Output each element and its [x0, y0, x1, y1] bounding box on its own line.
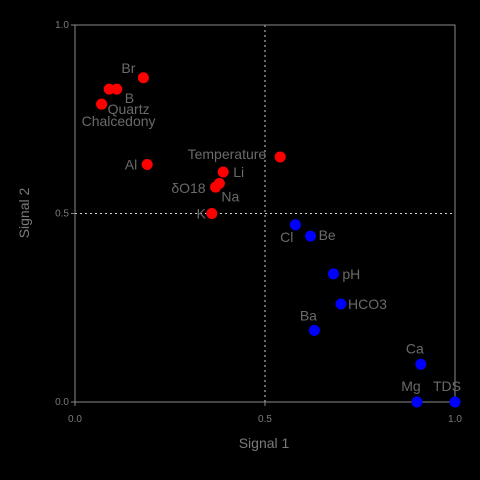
x-tick-label: 0.0 [68, 414, 82, 425]
data-point [289, 219, 301, 231]
y-axis-title: Signal 2 [16, 187, 32, 238]
axes: 0.0 0.5 1.0 0.0 0.5 1.0 [55, 20, 462, 425]
data-label: Ba [300, 307, 317, 323]
data-label: Li [233, 164, 244, 180]
data-point [103, 83, 115, 95]
data-label: Ca [406, 340, 424, 356]
data-point [305, 230, 317, 242]
data-point [141, 158, 153, 170]
data-label: Temperature [188, 146, 267, 162]
x-tick-label: 0.5 [258, 414, 272, 425]
data-point [96, 98, 108, 110]
data-label: HCO3 [348, 296, 387, 312]
x-tick-label: 1.0 [448, 414, 462, 425]
data-points [96, 72, 461, 408]
data-point [111, 83, 123, 95]
y-tick-label: 1.0 [55, 20, 69, 31]
data-label: pH [342, 266, 360, 282]
data-label: Quartz [108, 101, 150, 117]
data-label: Al [125, 156, 137, 172]
data-point [308, 324, 320, 336]
data-point [210, 181, 222, 193]
data-label: Br [121, 60, 135, 76]
y-tick-label: 0.0 [55, 397, 69, 408]
data-point [327, 268, 339, 280]
data-label: Mg [401, 378, 420, 394]
data-point [137, 72, 149, 84]
x-axis-title: Signal 1 [239, 435, 290, 451]
data-label: TDS [433, 378, 461, 394]
data-label: Chalcedony [82, 113, 156, 129]
data-point [411, 396, 423, 408]
data-point [274, 151, 286, 163]
data-label: Na [221, 188, 239, 204]
data-point [335, 298, 347, 310]
data-point [449, 396, 461, 408]
data-point [217, 166, 229, 178]
data-label: Cl [280, 229, 293, 245]
y-tick-label: 0.5 [55, 209, 69, 220]
data-label: δO18 [171, 180, 205, 196]
data-label: Be [319, 227, 336, 243]
data-point [415, 358, 427, 370]
data-label: B [125, 90, 134, 106]
data-label: K [196, 206, 206, 222]
data-point [206, 208, 218, 219]
